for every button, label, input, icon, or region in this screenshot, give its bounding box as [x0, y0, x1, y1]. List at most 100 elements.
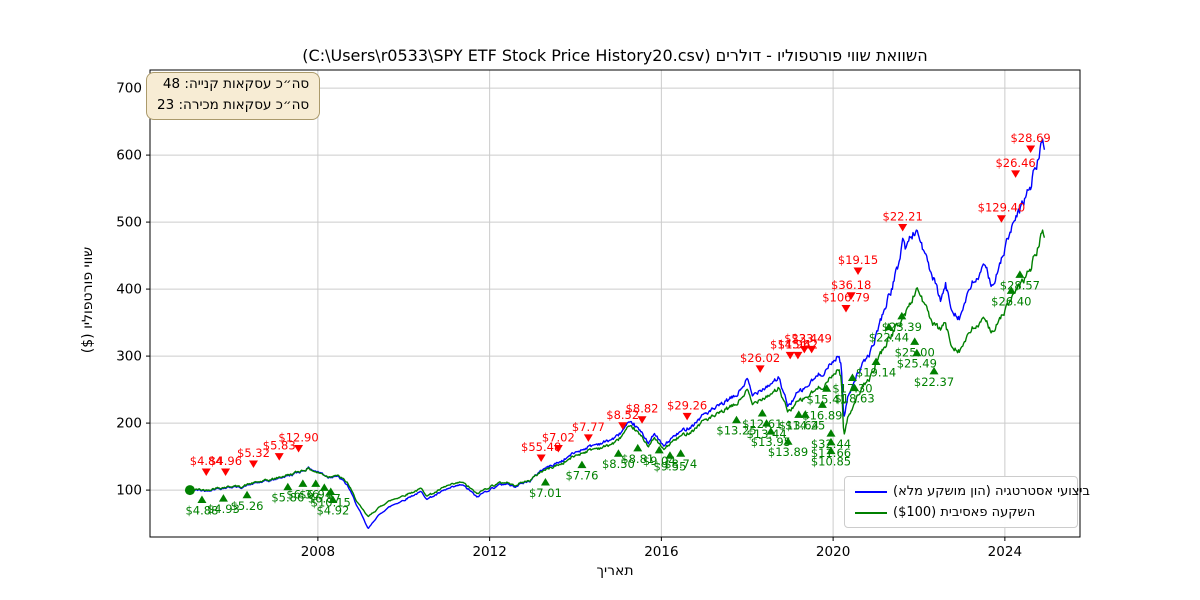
sell-marker — [274, 453, 284, 461]
sell-label: $15.42 — [778, 337, 818, 351]
sell-marker — [294, 445, 304, 453]
buy-marker — [822, 384, 832, 392]
buy-label: $13.95 — [751, 435, 791, 449]
buy-marker — [762, 419, 772, 427]
sell-label: $12.90 — [278, 431, 318, 445]
legend: ביצועי אסטרטגיה (הון מושקע מלא) השקעה פא… — [844, 476, 1090, 528]
buy-marker — [912, 348, 922, 357]
sell-label: $23.49 — [792, 331, 832, 345]
buy-marker — [826, 437, 836, 446]
sell-label: $5.32 — [237, 446, 270, 460]
tick-label-y: 200 — [116, 416, 142, 432]
buy-label: $13.25 — [716, 424, 756, 438]
buy-marker — [817, 400, 827, 408]
tick-label-y: 600 — [116, 148, 142, 164]
buy-marker — [633, 443, 643, 452]
buy-label: $8.50 — [602, 457, 635, 471]
sell-marker — [1011, 170, 1021, 178]
buy-label: $7.76 — [565, 469, 598, 483]
sell-marker — [553, 445, 563, 453]
legend-line-sample-strategy — [855, 490, 887, 493]
sell-label: $4.96 — [209, 454, 242, 468]
sell-marker — [846, 292, 856, 300]
tick-label-x: 2012 — [472, 544, 506, 560]
tick-label-x: 2020 — [816, 544, 850, 560]
buy-marker — [676, 449, 686, 457]
sell-label: $36.18 — [831, 278, 871, 292]
buy-marker — [1015, 270, 1025, 278]
buy-marker — [783, 437, 793, 445]
buy-marker — [897, 311, 907, 320]
buy-marker — [218, 494, 228, 502]
legend-item-strategy: ביצועי אסטרטגיה (הון מושקע מלא) — [851, 481, 1090, 502]
buy-marker — [613, 449, 623, 457]
sell-marker — [785, 351, 795, 360]
buy-marker — [665, 451, 675, 459]
buy-marker — [757, 409, 767, 417]
buy-marker — [242, 490, 252, 499]
buy-label: $26.40 — [991, 294, 1031, 308]
buy-label: $9.55 — [653, 459, 686, 473]
legend-label-passive: השקעה פאסיבית ($100) — [893, 505, 1036, 520]
buy-label: $13.89 — [768, 445, 808, 459]
buy-label: $13.64 — [779, 418, 819, 432]
series-line-passive — [189, 229, 1046, 518]
sell-label: $23.44 — [784, 331, 824, 345]
buy-label: $15.41 — [807, 392, 847, 406]
sell-label: $22.21 — [883, 209, 923, 223]
buy-label: $16.89 — [802, 408, 842, 422]
sell-marker — [841, 305, 851, 313]
x-axis-label: תאריך — [596, 563, 634, 579]
buy-label: $4.88 — [185, 503, 218, 517]
buy-label: $12.61 — [742, 417, 782, 431]
buy-marker — [298, 479, 308, 487]
start-marker — [184, 485, 195, 496]
buy-marker — [283, 482, 293, 491]
buy-marker — [884, 322, 894, 331]
sell-marker — [221, 468, 231, 477]
sell-label: $106.79 — [822, 291, 870, 305]
buy-label: $4.93 — [207, 502, 240, 516]
buy-marker — [311, 479, 321, 487]
sell-marker — [1026, 145, 1036, 154]
sell-label: $55.48 — [521, 440, 561, 454]
sell-label: $26.02 — [740, 351, 780, 365]
sell-marker — [755, 365, 765, 373]
tick-label-y: 400 — [116, 282, 142, 298]
buy-label: $28.57 — [1000, 278, 1040, 292]
sell-label: $8.82 — [626, 402, 659, 416]
sell-marker — [793, 351, 803, 360]
buy-marker — [1006, 286, 1016, 294]
buy-marker — [910, 337, 920, 345]
sell-marker — [201, 468, 211, 477]
buy-label: $4.92 — [316, 503, 349, 517]
stats-sell-count: סה״כ עסקאות מכירה: 23 — [157, 97, 310, 113]
buy-marker — [577, 460, 587, 469]
tick-label-x: 2008 — [301, 544, 335, 560]
sell-label: $28.69 — [1010, 131, 1050, 145]
trade-stats-box: סה״כ עסקאות קנייה: 48 סה״כ עסקאות מכירה:… — [146, 72, 321, 120]
legend-item-passive: השקעה פאסיבית ($100) — [851, 502, 1071, 523]
sell-marker — [248, 460, 258, 468]
buy-marker — [326, 487, 336, 495]
buy-label: $19.14 — [856, 365, 896, 379]
sell-label: $129.40 — [978, 201, 1026, 215]
buy-label: $13.44 — [746, 427, 786, 441]
sell-marker — [618, 422, 628, 430]
sell-marker — [583, 434, 593, 442]
buy-label: $8.81 — [621, 452, 654, 466]
buy-marker — [847, 373, 857, 382]
buy-label: $18.63 — [834, 392, 874, 406]
buy-label: $8.74 — [664, 457, 697, 471]
buy-marker — [328, 495, 338, 503]
sell-marker — [536, 454, 546, 462]
tick-label-y: 500 — [116, 215, 142, 231]
tick-label-x: 2024 — [988, 544, 1022, 560]
buy-marker — [871, 357, 881, 365]
buy-marker — [732, 415, 742, 424]
sell-label: $5.83 — [263, 439, 296, 453]
sell-marker — [682, 412, 692, 421]
sell-label: $4.84 — [190, 454, 223, 468]
legend-line-sample-passive — [855, 511, 887, 514]
